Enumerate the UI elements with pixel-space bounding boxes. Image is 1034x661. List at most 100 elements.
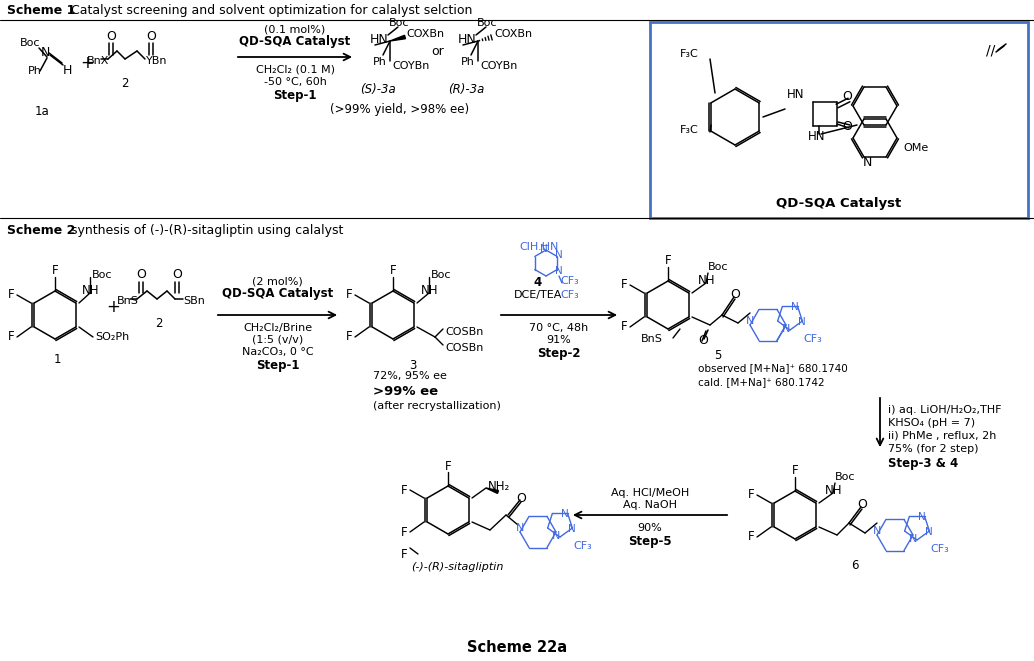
Text: CF₃: CF₃ — [560, 276, 579, 286]
Text: F: F — [665, 254, 671, 268]
Text: N: N — [552, 531, 560, 541]
Text: OMe: OMe — [903, 143, 929, 153]
Text: Step-2: Step-2 — [538, 347, 581, 360]
Polygon shape — [390, 35, 405, 41]
Text: Boc: Boc — [92, 270, 113, 280]
Text: 72%, 95% ee: 72%, 95% ee — [373, 371, 447, 381]
Text: Aq. HCl/MeOH: Aq. HCl/MeOH — [611, 488, 689, 498]
Text: 2: 2 — [121, 77, 129, 90]
Text: 75% (for 2 step): 75% (for 2 step) — [888, 444, 978, 454]
Text: F: F — [445, 459, 451, 473]
Text: BnS: BnS — [117, 296, 139, 306]
Text: Step-3 & 4: Step-3 & 4 — [888, 457, 959, 470]
Text: O: O — [107, 30, 116, 44]
Text: CF₃: CF₃ — [573, 541, 591, 551]
Text: F: F — [7, 330, 14, 344]
Text: F: F — [401, 547, 407, 561]
Text: N: N — [40, 46, 50, 59]
Text: COXBn: COXBn — [406, 29, 445, 39]
Text: i) aq. LiOH/H₂O₂,THF: i) aq. LiOH/H₂O₂,THF — [888, 405, 1002, 415]
Text: (S)-3a: (S)-3a — [360, 83, 396, 96]
Text: KHSO₄ (pH = 7): KHSO₄ (pH = 7) — [888, 418, 975, 428]
Text: Scheme 22a: Scheme 22a — [467, 641, 567, 656]
Text: CH₂Cl₂/Brine: CH₂Cl₂/Brine — [243, 323, 312, 333]
Text: F: F — [748, 531, 755, 543]
Text: 90%: 90% — [638, 523, 663, 533]
Text: ii) PhMe , reflux, 2h: ii) PhMe , reflux, 2h — [888, 431, 997, 441]
Text: F: F — [390, 264, 396, 278]
Text: observed [M+Na]⁺ 680.1740: observed [M+Na]⁺ 680.1740 — [698, 363, 848, 373]
Text: O: O — [698, 334, 708, 348]
Text: Catalyst screening and solvent optimization for calalyst selction: Catalyst screening and solvent optimizat… — [67, 4, 473, 17]
Text: O: O — [842, 91, 852, 104]
Text: NH: NH — [421, 284, 438, 297]
Text: Boc: Boc — [708, 262, 729, 272]
Text: (R)-3a: (R)-3a — [448, 83, 484, 96]
Text: Boc: Boc — [389, 18, 409, 28]
Text: Scheme 2: Scheme 2 — [7, 224, 75, 237]
Text: Step-1: Step-1 — [273, 89, 316, 102]
Text: N: N — [555, 250, 562, 260]
Text: 5: 5 — [714, 349, 722, 362]
Text: N: N — [782, 324, 790, 334]
Text: YBn: YBn — [146, 56, 168, 66]
Text: 3: 3 — [409, 359, 417, 372]
Text: ClH.HN: ClH.HN — [519, 242, 558, 252]
Text: HN: HN — [458, 33, 477, 46]
Text: Step-1: Step-1 — [255, 359, 299, 372]
Text: COYBn: COYBn — [480, 61, 517, 71]
Text: >99% ee: >99% ee — [373, 385, 438, 398]
Text: O: O — [172, 268, 182, 282]
Text: NH: NH — [825, 485, 843, 498]
Text: NH: NH — [698, 274, 716, 288]
Text: Ph: Ph — [373, 57, 387, 67]
Text: N: N — [925, 527, 933, 537]
Text: (-)-(R)-sitagliptin: (-)-(R)-sitagliptin — [410, 562, 504, 572]
Text: QD-SQA Catalyst: QD-SQA Catalyst — [240, 34, 351, 48]
Text: Na₂CO₃, 0 °C: Na₂CO₃, 0 °C — [242, 347, 313, 357]
Text: F: F — [620, 278, 628, 292]
Text: F: F — [401, 525, 407, 539]
Text: Boc: Boc — [20, 38, 40, 48]
Text: HN: HN — [808, 130, 825, 143]
Text: 1: 1 — [53, 353, 61, 366]
Text: F: F — [345, 288, 353, 301]
Text: QD-SQA Catalyst: QD-SQA Catalyst — [222, 286, 333, 299]
Text: HN: HN — [787, 89, 804, 102]
Text: F: F — [792, 465, 798, 477]
Text: N: N — [540, 244, 548, 254]
Text: N: N — [909, 534, 917, 544]
Text: F: F — [7, 288, 14, 301]
Text: cald. [M+Na]⁺ 680.1742: cald. [M+Na]⁺ 680.1742 — [698, 377, 825, 387]
Text: N: N — [516, 523, 524, 533]
Text: O: O — [146, 30, 156, 44]
Text: O: O — [136, 268, 146, 282]
Text: SO₂Ph: SO₂Ph — [95, 332, 129, 342]
Text: -50 °C, 60h: -50 °C, 60h — [264, 77, 327, 87]
Text: 4: 4 — [534, 276, 542, 288]
Text: +: + — [80, 54, 94, 72]
Text: COSBn: COSBn — [445, 343, 483, 353]
Polygon shape — [486, 488, 498, 493]
Text: Step-5: Step-5 — [629, 535, 672, 548]
Text: COXBn: COXBn — [494, 29, 533, 39]
Text: SBn: SBn — [183, 296, 205, 306]
Text: CF₃: CF₃ — [803, 334, 822, 344]
Text: Aq. NaOH: Aq. NaOH — [624, 500, 677, 510]
Text: CH₂Cl₂ (0.1 M): CH₂Cl₂ (0.1 M) — [255, 65, 335, 75]
Text: BnX: BnX — [87, 56, 110, 66]
Text: F: F — [345, 330, 353, 344]
Text: F: F — [52, 264, 58, 278]
Text: 2: 2 — [155, 317, 162, 330]
Text: N: N — [791, 302, 799, 312]
Text: Scheme 1: Scheme 1 — [7, 4, 75, 17]
Text: //: // — [986, 44, 996, 58]
Text: N: N — [746, 316, 754, 326]
Text: HN: HN — [370, 33, 389, 46]
Text: (after recrystallization): (after recrystallization) — [373, 401, 500, 411]
Text: QD-SQA Catalyst: QD-SQA Catalyst — [777, 198, 902, 210]
Text: +: + — [107, 298, 120, 316]
Text: F₃C: F₃C — [680, 49, 699, 59]
Text: F: F — [401, 483, 407, 496]
Text: Ph: Ph — [28, 66, 41, 76]
